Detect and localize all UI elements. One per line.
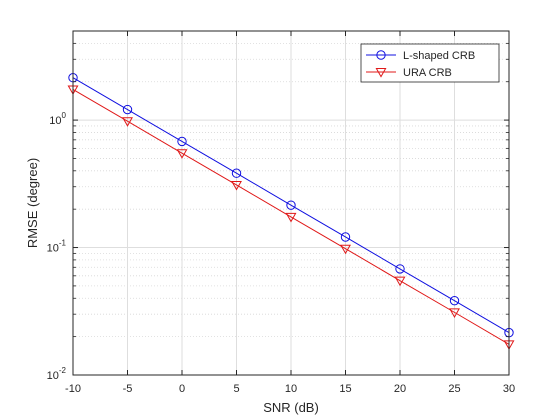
data-point — [395, 264, 405, 274]
x-tick-label: -5 — [123, 383, 133, 395]
axis-ticks — [72, 31, 510, 376]
data-point — [449, 295, 460, 306]
data-point — [122, 104, 133, 115]
series-line — [72, 77, 510, 334]
data-point — [286, 200, 296, 210]
legend-label: L-shaped CRB — [403, 50, 475, 62]
legend-marker — [375, 68, 387, 78]
legend-box — [360, 43, 500, 83]
y-tick-base: 10 — [47, 370, 59, 382]
x-axis-label: SNR (dB) — [263, 400, 319, 415]
y-tick-base: 10 — [47, 243, 59, 255]
y-tick-label: 100 — [49, 111, 66, 127]
data-point — [231, 180, 242, 191]
legend-marker — [376, 50, 386, 60]
x-tick-label: 10 — [285, 383, 297, 395]
data-point — [340, 244, 351, 255]
data-point — [285, 212, 297, 223]
legend-label: URA CRB — [403, 67, 452, 79]
x-tick-labels: -10 -5 0 5 10 15 20 25 30 — [65, 383, 515, 395]
y-tick-exponent: 0 — [62, 111, 67, 120]
x-tick-label: 20 — [394, 383, 406, 395]
legend: L-shaped CRB URA CRB — [360, 43, 500, 83]
y-tick-label: 10-1 — [47, 239, 67, 255]
data-point — [394, 276, 406, 287]
y-tick-exponent: -1 — [59, 239, 67, 248]
series-ura-crb — [67, 85, 515, 350]
data-point — [231, 168, 242, 178]
data-point — [340, 232, 351, 242]
series-layer — [67, 73, 515, 350]
data-point — [177, 136, 187, 147]
x-tick-label: -10 — [65, 383, 81, 395]
x-tick-label: 0 — [179, 383, 185, 395]
series-line — [72, 88, 510, 345]
data-point — [449, 308, 460, 318]
x-tick-label: 5 — [233, 383, 239, 395]
y-tick-base: 10 — [49, 115, 61, 127]
y-axis-label: RMSE (degree) — [25, 158, 40, 248]
x-tick-label: 15 — [339, 383, 351, 395]
x-tick-label: 30 — [503, 383, 515, 395]
y-tick-label: 10-2 — [47, 366, 67, 382]
series-l-shaped-crb — [68, 73, 514, 338]
x-tick-label: 25 — [448, 383, 460, 395]
y-tick-exponent: -2 — [59, 366, 67, 375]
data-point — [176, 149, 188, 159]
data-point — [122, 117, 133, 127]
